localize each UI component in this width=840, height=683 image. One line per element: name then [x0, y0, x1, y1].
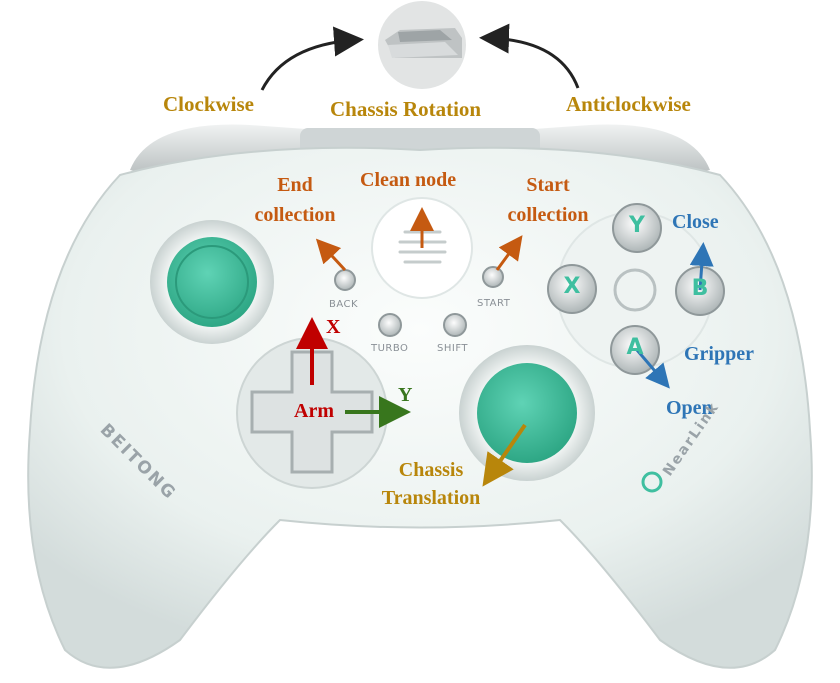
start-collection-label: Start collection — [493, 170, 603, 230]
back-button[interactable]: BACK — [329, 299, 359, 310]
start-button-shape — [482, 266, 504, 288]
shift-button-shape — [443, 313, 467, 337]
close-arrow — [689, 242, 714, 291]
left-stick — [167, 237, 257, 327]
shift-button[interactable]: SHIFT — [437, 343, 469, 354]
y-button-shape — [612, 203, 662, 253]
chassis-rotation-label: Chassis Rotation — [330, 97, 482, 121]
b-button[interactable]: B — [691, 276, 709, 301]
a-button[interactable]: A — [626, 335, 644, 360]
end-collection-label: End collection — [240, 170, 350, 230]
x-button[interactable]: X — [563, 274, 581, 299]
arm-y-label: Y — [398, 384, 413, 406]
clockwise-arrow — [260, 26, 364, 91]
back-button-shape — [334, 269, 356, 291]
clockwise-label: Clockwise — [163, 92, 254, 116]
chassis-translation-label: Chassis Translation — [366, 456, 496, 512]
turbo-button-shape — [378, 313, 402, 337]
close-label: Close — [672, 211, 719, 233]
chassis-translation-line2: Translation — [381, 487, 481, 509]
start-button[interactable]: START — [477, 298, 511, 309]
anticlockwise-label: Anticlockwise — [566, 92, 691, 116]
anticlockwise-arrow — [479, 23, 580, 89]
x-button-shape — [547, 264, 597, 314]
chassis-translation-line1: Chassis — [398, 459, 464, 481]
start-collection-line2: collection — [507, 204, 589, 226]
end-collection-line1: End — [277, 174, 313, 196]
start-collection-line1: Start — [526, 174, 570, 196]
arm-x-label: X — [326, 316, 341, 338]
gripper-label: Gripper — [684, 343, 754, 365]
dpad — [250, 350, 374, 474]
start-collection-arrow — [495, 235, 523, 271]
arm-label: Arm — [294, 400, 334, 422]
nearlink-logo-icon — [641, 471, 663, 493]
open-arrow — [635, 349, 670, 389]
end-collection-arrow — [315, 238, 347, 272]
chassis-rotation-icon — [378, 1, 466, 89]
right-stick — [477, 363, 577, 463]
y-button[interactable]: Y — [629, 213, 645, 238]
center-logo — [613, 268, 657, 312]
chassis-translation-arrow — [482, 423, 527, 487]
turbo-button[interactable]: TURBO — [371, 343, 409, 354]
clean-node-label: Clean node — [360, 169, 457, 191]
end-collection-line2: collection — [254, 204, 336, 226]
b-button-shape — [675, 266, 725, 316]
open-label: Open — [666, 397, 713, 419]
